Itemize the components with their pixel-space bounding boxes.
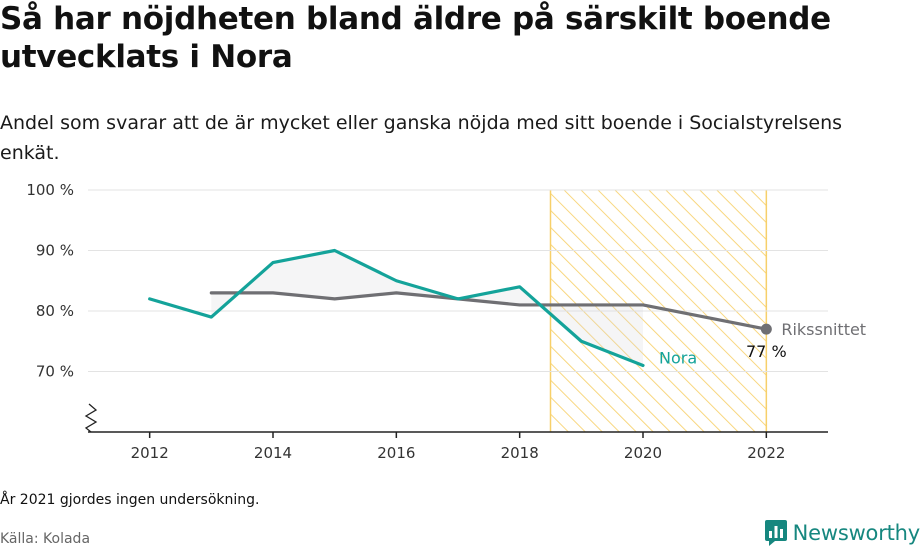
newsworthy-logo: Newsworthy — [764, 516, 920, 550]
x-tick-label: 2020 — [624, 444, 662, 462]
x-tick-label: 2016 — [377, 444, 415, 462]
y-tick-label: 80 % — [36, 302, 74, 320]
bar-chart-icon — [764, 520, 787, 546]
source-text: Källa: Kolada — [0, 531, 91, 547]
brand-name: Newsworthy — [792, 521, 920, 545]
y-tick-label: 70 % — [36, 363, 74, 381]
line-chart: 70 % 80 % 90 % 100 % 2012 2014 2016 2018 2020 202… — [26, 181, 866, 462]
y-tick-label: 90 % — [36, 242, 74, 260]
nora-line — [148, 248, 645, 368]
riks-series-label: Rikssnittet — [781, 320, 866, 339]
riks-end-point — [760, 323, 772, 335]
footnote: År 2021 gjordes ingen undersökning. — [0, 492, 260, 508]
difference-area — [211, 250, 644, 366]
y-tick-label: 100 % — [26, 181, 74, 199]
x-tick-label: 2022 — [747, 444, 785, 462]
chart-title: Så har nöjdheten bland äldre på särskilt… — [0, 1, 831, 75]
riks-end-value-label: 77 % — [746, 342, 787, 361]
chart-subtitle: Andel som svarar att de är mycket eller … — [0, 112, 843, 164]
x-tick-label: 2018 — [501, 444, 539, 462]
x-tick-label: 2012 — [131, 444, 169, 462]
nora-series-label: Nora — [659, 348, 697, 367]
x-tick-label: 2014 — [254, 444, 292, 462]
axis-break-icon — [84, 403, 98, 433]
